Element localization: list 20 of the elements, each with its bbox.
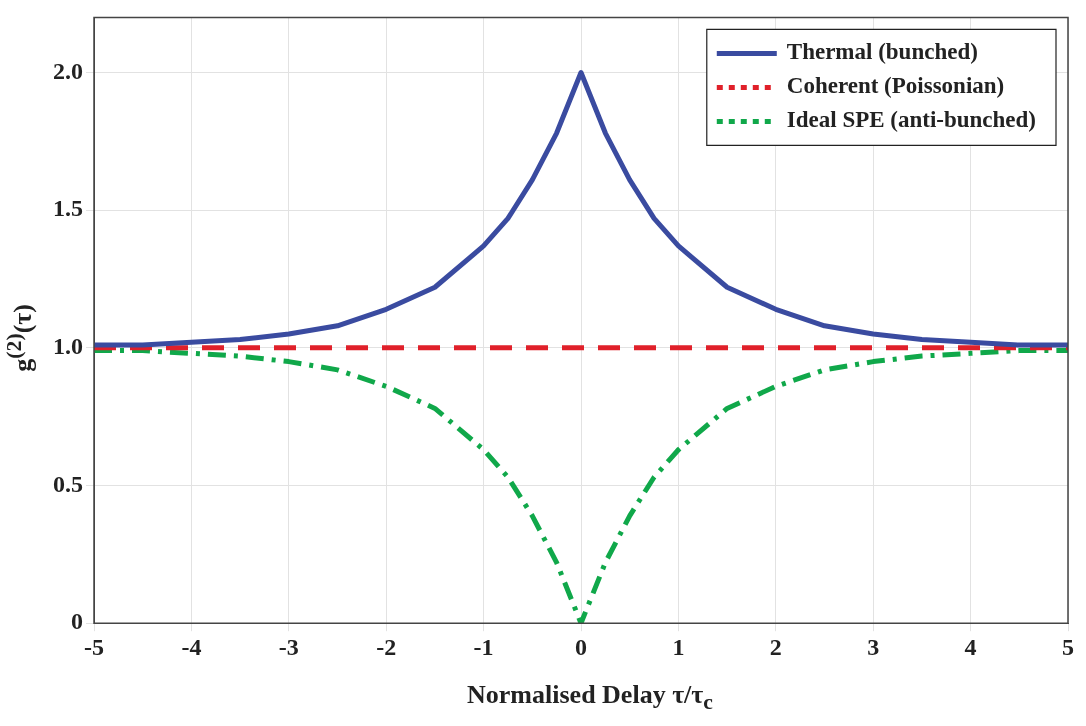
x-tick-label: 5 (1062, 633, 1074, 660)
y-tick-label: 0 (71, 608, 83, 635)
y-tick-label: 2.0 (53, 57, 83, 84)
y-tick-label: 1.5 (53, 195, 83, 222)
x-tick-label: 3 (867, 633, 880, 660)
legend-label: Thermal (bunched) (786, 39, 978, 65)
legend-label: Ideal SPE (anti-bunched) (786, 107, 1036, 133)
x-tick-label: -2 (376, 633, 397, 660)
x-tick-label: -5 (84, 633, 104, 660)
x-tick-label: -3 (278, 633, 299, 660)
x-axis-title: Normalised Delay τ/τ$_{c}$ (466, 680, 714, 716)
x-tick-label: 2 (769, 633, 782, 660)
x-tick-label: 0 (575, 633, 587, 660)
x-tick-label: 1 (672, 633, 685, 660)
x-tick-label: 4 (964, 633, 977, 660)
x-tick-label: -1 (473, 633, 494, 660)
y-tick-label: 0.5 (53, 470, 83, 497)
y-tick-label: 1.0 (53, 333, 83, 360)
x-tick-label: -4 (181, 633, 202, 660)
legend-label: Coherent (Poissonian) (786, 73, 1005, 99)
